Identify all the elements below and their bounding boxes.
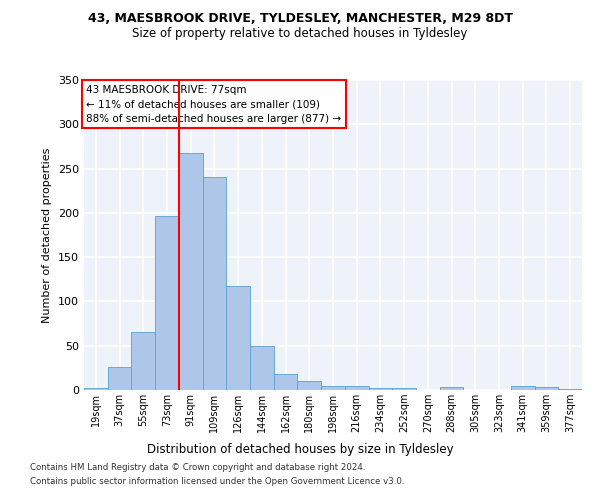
- Text: Size of property relative to detached houses in Tyldesley: Size of property relative to detached ho…: [133, 28, 467, 40]
- Bar: [321, 386, 345, 390]
- Text: 43, MAESBROOK DRIVE, TYLDESLEY, MANCHESTER, M29 8DT: 43, MAESBROOK DRIVE, TYLDESLEY, MANCHEST…: [88, 12, 512, 26]
- Text: Contains HM Land Registry data © Crown copyright and database right 2024.: Contains HM Land Registry data © Crown c…: [30, 464, 365, 472]
- Bar: [203, 178, 226, 390]
- Bar: [250, 346, 274, 390]
- Bar: [535, 388, 558, 390]
- Bar: [226, 286, 250, 390]
- Bar: [345, 386, 368, 390]
- Bar: [368, 388, 392, 390]
- Bar: [511, 386, 535, 390]
- Y-axis label: Number of detached properties: Number of detached properties: [43, 148, 52, 322]
- Bar: [274, 374, 298, 390]
- Text: Distribution of detached houses by size in Tyldesley: Distribution of detached houses by size …: [146, 442, 454, 456]
- Bar: [108, 367, 131, 390]
- Bar: [558, 389, 582, 390]
- Text: 43 MAESBROOK DRIVE: 77sqm
← 11% of detached houses are smaller (109)
88% of semi: 43 MAESBROOK DRIVE: 77sqm ← 11% of detac…: [86, 84, 341, 124]
- Bar: [440, 388, 463, 390]
- Bar: [155, 216, 179, 390]
- Bar: [84, 388, 108, 390]
- Text: Contains public sector information licensed under the Open Government Licence v3: Contains public sector information licen…: [30, 477, 404, 486]
- Bar: [392, 388, 416, 390]
- Bar: [179, 152, 203, 390]
- Bar: [131, 332, 155, 390]
- Bar: [298, 381, 321, 390]
